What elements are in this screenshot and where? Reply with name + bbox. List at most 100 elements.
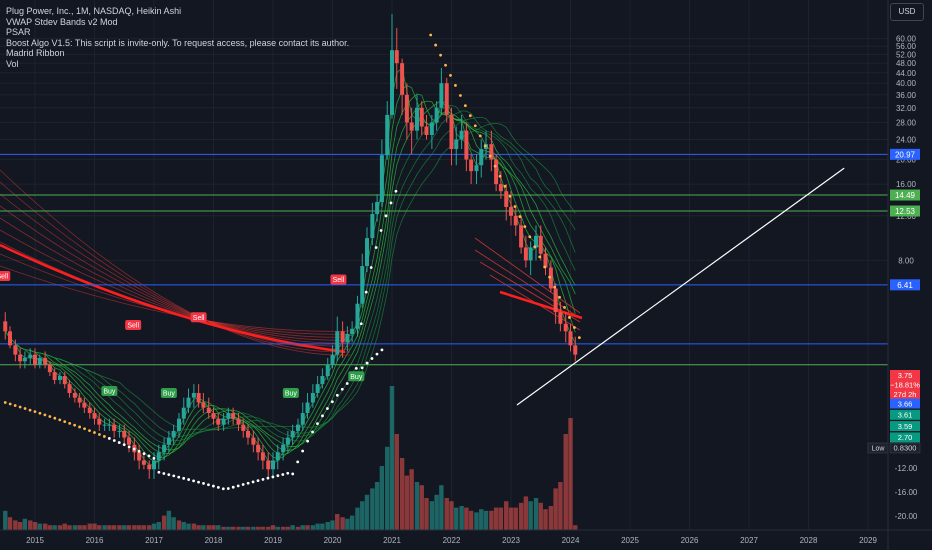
- psar-dot: [43, 413, 47, 417]
- candle-body: [379, 155, 384, 203]
- level-price-tag: [890, 189, 920, 201]
- psar-dot: [345, 382, 349, 385]
- indicator-psar[interactable]: PSAR: [6, 27, 31, 37]
- candle-body: [236, 418, 241, 425]
- candle-body: [563, 323, 568, 332]
- psar-dot: [182, 476, 186, 480]
- ribbon-line: [4, 85, 576, 462]
- candle-body: [548, 267, 553, 289]
- volume-bar: [454, 507, 459, 530]
- psar-dot: [354, 367, 358, 370]
- candle-body: [573, 345, 578, 355]
- psar-dot: [543, 265, 547, 269]
- volume-bar: [275, 526, 280, 530]
- candle-body: [345, 334, 350, 343]
- psar-dot: [231, 485, 235, 489]
- chart-title: Plug Power, Inc., 1M, NASDAQ, Heikin Ash…: [6, 6, 182, 16]
- candle-body: [553, 288, 558, 313]
- y-tick-label: 28.00: [896, 119, 917, 128]
- volume-bar: [236, 526, 241, 530]
- indicator-boost-algo[interactable]: Boost Algo V1.5: This script is invite-o…: [6, 37, 350, 48]
- indicator-madrid-ribbon[interactable]: Madrid Ribbon: [6, 48, 65, 58]
- y-tick-label: 44.00: [896, 69, 917, 78]
- volume-bar: [404, 475, 410, 530]
- psar-dot: [326, 407, 329, 410]
- sell-signal: Sell: [125, 320, 142, 331]
- buy-signal: Buy: [160, 387, 177, 398]
- candle-body: [231, 413, 236, 419]
- candle-body: [414, 107, 419, 131]
- indicator-volume[interactable]: Vol: [6, 58, 19, 69]
- psar-dot: [23, 407, 27, 410]
- volume-bar: [221, 526, 226, 530]
- ribbon-line: [4, 100, 576, 451]
- psar-dot: [286, 471, 290, 475]
- psar-dot: [132, 447, 136, 451]
- psar-dot: [53, 416, 57, 420]
- currency-button[interactable]: USD: [890, 3, 924, 21]
- psar-dot: [513, 205, 517, 208]
- volume-bar: [17, 522, 23, 530]
- candle-body: [107, 424, 112, 426]
- ribbon-line: [4, 104, 576, 446]
- price-tag-label: 3.75: [898, 371, 913, 380]
- psar-dot: [127, 445, 131, 449]
- signal-label: Buy: [163, 391, 176, 398]
- candle-body: [409, 122, 414, 131]
- volume-bar: [7, 517, 13, 530]
- price-tag-label: 3.59: [898, 422, 913, 431]
- psar-dot: [197, 480, 200, 484]
- ribbon-arc: [0, 265, 351, 332]
- candle-body: [147, 464, 152, 470]
- candle-body: [474, 165, 479, 172]
- psar-dot: [152, 456, 156, 460]
- volume-bar: [87, 523, 92, 530]
- price-tag: [890, 409, 920, 420]
- candle-body: [62, 375, 67, 385]
- psar-dot: [216, 486, 220, 489]
- ribbon-arc: [0, 229, 351, 341]
- candle-body: [271, 460, 275, 470]
- candle-body: [365, 238, 370, 267]
- indicator-vwap[interactable]: VWAP Stdev Bands v2 Mod: [6, 16, 118, 27]
- x-tick-label: 2026: [681, 536, 699, 545]
- volume-bar: [245, 526, 251, 530]
- candle-body: [152, 460, 156, 470]
- psar-dot: [498, 174, 502, 178]
- price-tag: [890, 421, 920, 432]
- psar-dot: [533, 245, 537, 249]
- volume-bar: [379, 466, 385, 530]
- psar-dot: [311, 430, 314, 434]
- psar-dot: [394, 189, 398, 193]
- volume-bar: [161, 515, 167, 530]
- candle-body: [77, 397, 82, 403]
- psar-dot: [493, 164, 497, 168]
- volume-bar: [563, 434, 568, 530]
- psar-dot: [340, 387, 344, 391]
- volume-bar: [186, 523, 191, 530]
- volume-bar: [489, 510, 494, 530]
- volume-bar: [285, 526, 291, 530]
- signal-label: Buy: [350, 374, 363, 381]
- candle-body: [43, 357, 48, 365]
- candle-body: [404, 94, 409, 123]
- volume-bar: [310, 525, 316, 530]
- psar-dot: [83, 427, 86, 431]
- psar-dot: [147, 454, 151, 458]
- y-tick-label: 40.00: [896, 79, 917, 88]
- volume-tick-label: -12.00: [895, 464, 918, 473]
- volume-bar: [191, 523, 197, 530]
- psar-dot: [335, 393, 339, 397]
- psar-dot: [177, 475, 181, 479]
- psar-dot: [301, 449, 305, 453]
- ribbon-line: [4, 110, 576, 442]
- candle-body: [464, 130, 469, 160]
- volume-bar: [211, 525, 216, 530]
- candle-body: [256, 444, 261, 453]
- y-tick-label: 36.00: [896, 91, 917, 100]
- psar-dot: [370, 357, 374, 360]
- candle-body: [196, 392, 201, 403]
- volume-bar: [553, 488, 558, 530]
- signal-label: Sell: [127, 323, 139, 330]
